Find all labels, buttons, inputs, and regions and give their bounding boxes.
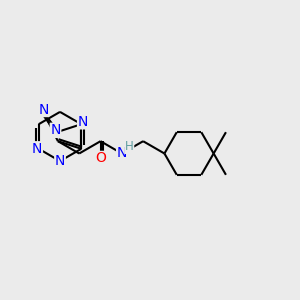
Text: N: N [78, 115, 88, 129]
Text: H: H [125, 140, 134, 153]
Text: N: N [32, 142, 42, 156]
Text: N: N [55, 154, 65, 168]
Text: N: N [50, 123, 61, 137]
Text: N: N [117, 146, 127, 161]
Text: N: N [38, 103, 49, 116]
Text: O: O [95, 152, 106, 165]
